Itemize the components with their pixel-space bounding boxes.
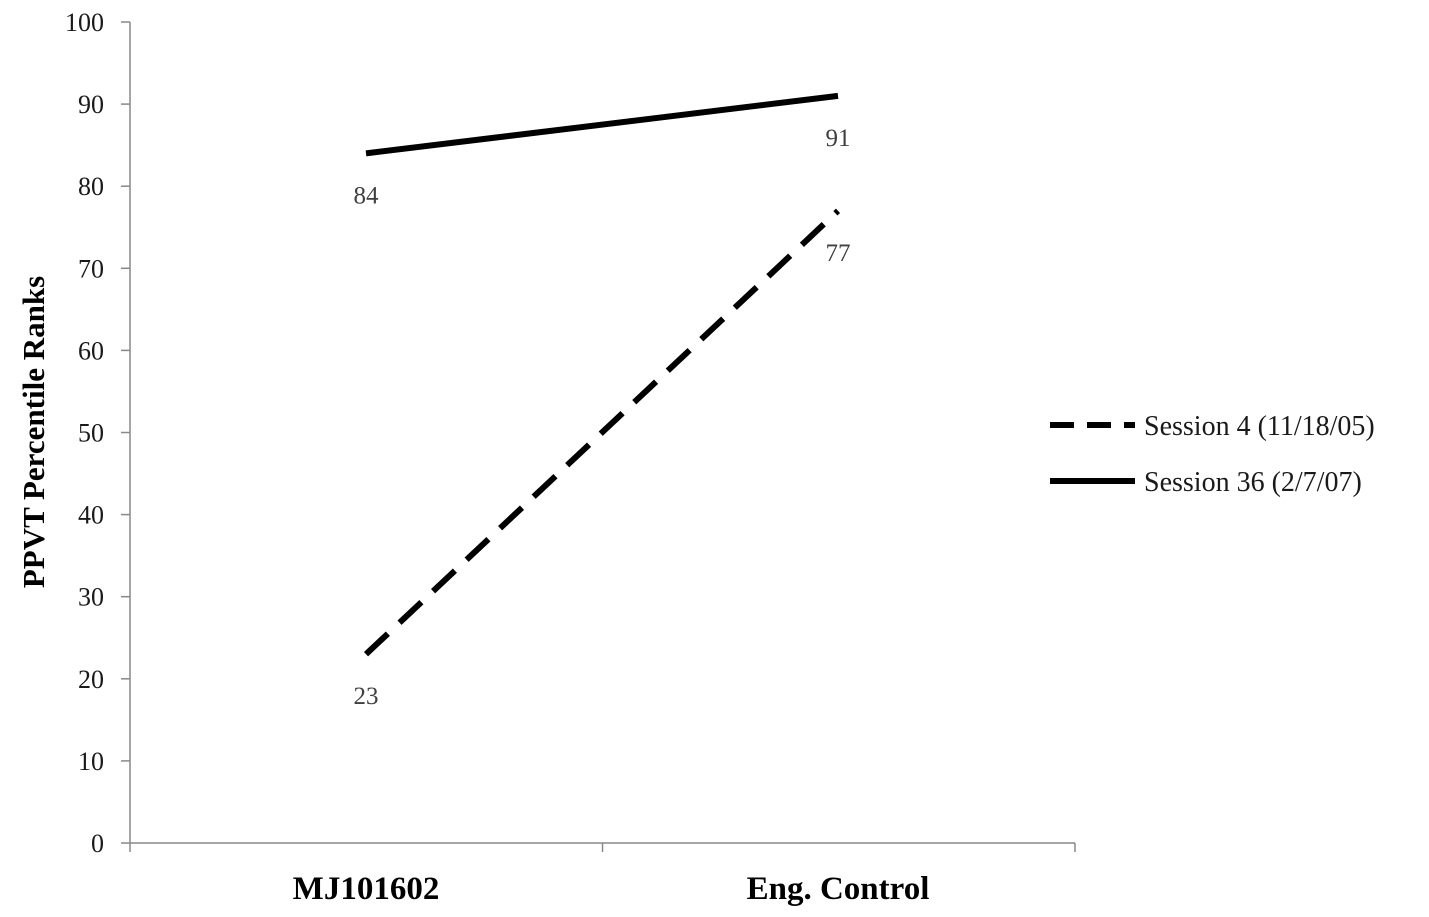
data-label: 77 (826, 240, 851, 267)
series-line-1 (363, 208, 841, 657)
series-line-2 (365, 92, 839, 157)
data-label: 84 (354, 182, 380, 209)
y-tick-label: 80 (78, 172, 104, 201)
x-axis: MJ101602 Eng. Control (129, 842, 1076, 907)
data-labels: 23 77 84 91 (354, 125, 851, 710)
x-category-label: Eng. Control (747, 871, 930, 907)
data-label: 23 (354, 683, 379, 710)
legend: Session 4 (11/18/05) Session 36 (2/7/07) (1050, 411, 1375, 498)
y-tick-label: 10 (78, 747, 104, 776)
y-tick-label: 40 (78, 501, 104, 530)
x-category-label: MJ101602 (293, 871, 440, 907)
y-tick-label: 50 (78, 419, 104, 448)
y-tick-label: 70 (78, 254, 104, 283)
data-label: 91 (826, 125, 851, 152)
legend-label-2: Session 36 (2/7/07) (1144, 467, 1362, 498)
y-tick-label: 30 (78, 583, 104, 612)
series-layer (363, 92, 841, 657)
y-tick-label: 0 (91, 829, 104, 858)
y-axis: 0 10 20 30 40 50 60 70 80 90 100 (65, 8, 131, 858)
y-tick-label: 20 (78, 665, 104, 694)
y-tick-label: 60 (78, 336, 104, 365)
legend-label-1: Session 4 (11/18/05) (1144, 411, 1375, 442)
y-tick-label: 90 (78, 90, 104, 119)
y-tick-label: 100 (65, 8, 104, 37)
y-axis-title: PPVT Percentile Ranks (16, 276, 51, 588)
